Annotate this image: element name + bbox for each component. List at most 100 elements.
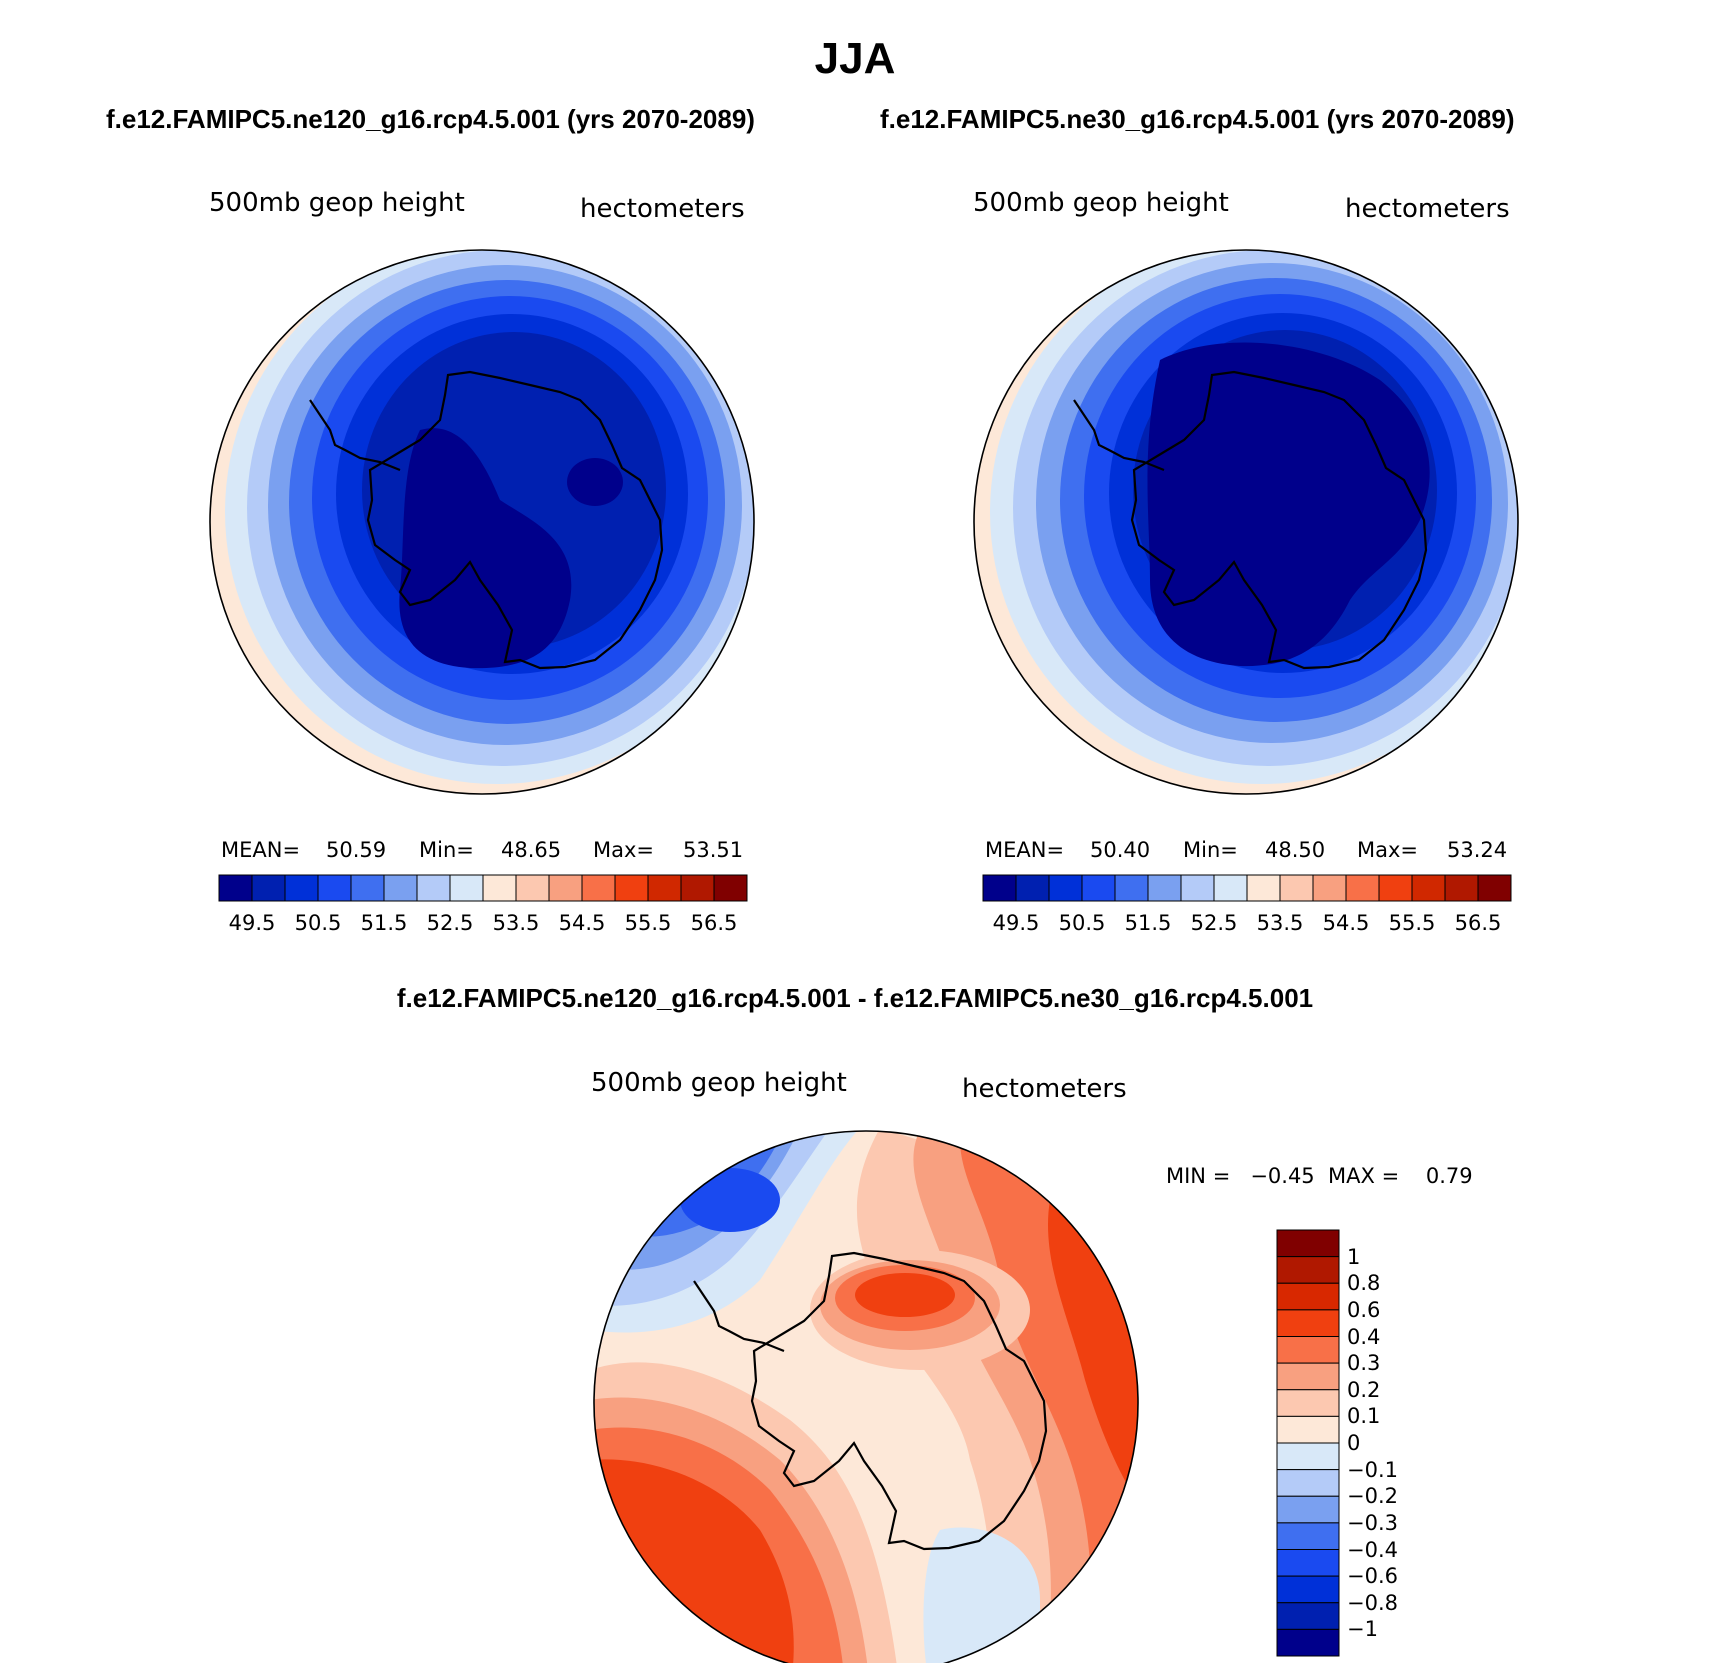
colorbar-swatch (1180, 874, 1215, 902)
units-label-left: hectometers (580, 194, 745, 224)
variable-label-diff: 500mb geop height (591, 1068, 847, 1098)
colorbar-tick-label: 0.3 (1347, 1351, 1381, 1376)
colorbar-swatch (1276, 1522, 1340, 1550)
mean-value-left: 50.59 (326, 838, 387, 862)
colorbar-swatch (416, 874, 451, 902)
min-label-left: Min= (419, 838, 474, 862)
colorbar-swatch (383, 874, 418, 902)
colorbar-swatch (1276, 1469, 1340, 1497)
max-label-left: Max= (593, 838, 655, 862)
contour-fill-right (974, 250, 1518, 794)
colorbar-swatch (317, 874, 352, 902)
contour-fill-left (210, 250, 754, 794)
colorbar-swatch (1477, 874, 1512, 902)
colorbar-swatch (1276, 1229, 1340, 1258)
colorbar-tick-label: 53.5 (1256, 911, 1304, 935)
colorbar-tick-label: 53.5 (492, 911, 540, 935)
colorbar-swatch (713, 874, 748, 902)
colorbar-swatch (1276, 1628, 1340, 1657)
colorbar-tick-label: 0.8 (1347, 1271, 1381, 1296)
mean-value-right: 50.40 (1090, 838, 1151, 862)
colorbar-swatch (1276, 1602, 1340, 1630)
colorbar-tick-label: −0.1 (1347, 1457, 1398, 1482)
colorbar-tick-label: 49.5 (992, 911, 1040, 935)
min-value-left: 48.65 (501, 838, 562, 862)
colorbar-swatch (284, 874, 319, 902)
mean-label-left: MEAN= (221, 838, 301, 862)
colorbar-swatch (218, 874, 253, 902)
colorbar-swatch (1276, 1256, 1340, 1284)
colorbar-tick-label: 50.5 (294, 911, 342, 935)
minmax-diff: MIN = −0.45 MAX = 0.79 (1166, 1164, 1473, 1188)
colorbar-tick-label: −0.3 (1347, 1510, 1398, 1535)
colorbar-swatch (647, 874, 682, 902)
colorbar-swatch (449, 874, 484, 902)
colorbar-tick-label: 56.5 (690, 911, 738, 935)
colorbar-swatch (982, 874, 1017, 902)
colorbar-tick-label: 55.5 (1388, 911, 1436, 935)
colorbar-tick-label: 54.5 (558, 911, 606, 935)
colorbar-tick-label: −0.2 (1347, 1484, 1398, 1509)
colorbar-tick-label: 54.5 (1322, 911, 1370, 935)
colorbar-tick-label: 1 (1347, 1244, 1361, 1269)
colorbar-tick-label: 55.5 (624, 911, 672, 935)
colorbar-tick-label: −1 (1347, 1617, 1378, 1642)
colorbar-tick-label: −0.4 (1347, 1537, 1398, 1562)
colorbar-swatch (1276, 1415, 1340, 1444)
colorbar-swatch (1279, 874, 1314, 902)
colorbar-swatch (680, 874, 715, 902)
colorbar-swatch (1276, 1549, 1340, 1577)
min-label-right: Min= (1183, 838, 1238, 862)
colorbar-tick-label: −0.8 (1347, 1590, 1398, 1615)
colorbar-tick-label: 52.5 (1190, 911, 1238, 935)
min-value-right: 48.50 (1265, 838, 1326, 862)
colorbar-swatch (1276, 1442, 1340, 1471)
colorbar-tick-label: 0.4 (1347, 1324, 1381, 1349)
colorbar-left (218, 874, 748, 902)
colorbar-tick-label: 56.5 (1454, 911, 1502, 935)
colorbar-swatch (1276, 1336, 1340, 1364)
max-value-left: 53.51 (683, 838, 744, 862)
colorbar-swatch (1015, 874, 1050, 902)
colorbar-swatch (1276, 1362, 1340, 1391)
colorbar-swatch (1276, 1282, 1340, 1311)
units-label-diff: hectometers (962, 1074, 1127, 1104)
colorbar-swatch (1276, 1309, 1340, 1337)
colorbar-swatch (1276, 1575, 1340, 1604)
variable-label-right: 500mb geop height (973, 188, 1229, 218)
max-value-right: 53.24 (1447, 838, 1508, 862)
colorbar-swatch (1081, 874, 1116, 902)
colorbar-tick-label: 0.2 (1347, 1377, 1381, 1402)
mean-label-right: MEAN= (985, 838, 1065, 862)
figure-title: JJA (814, 34, 896, 83)
subtitle-left: f.e12.FAMIPC5.ne120_g16.rcp4.5.001 (yrs … (106, 104, 755, 134)
colorbar-tick-label: 0.6 (1347, 1297, 1381, 1322)
units-label-right: hectometers (1345, 194, 1510, 224)
colorbar-swatch (1147, 874, 1182, 902)
subtitle-right: f.e12.FAMIPC5.ne30_g16.rcp4.5.001 (yrs 2… (880, 104, 1515, 134)
max-label-right: Max= (1357, 838, 1419, 862)
contour-fill-diff (594, 1131, 1138, 1663)
colorbar-tick-label: −0.6 (1347, 1564, 1398, 1589)
colorbar-swatch (1276, 1389, 1340, 1417)
colorbar-swatch (1411, 874, 1446, 902)
colorbar-tick-label: 50.5 (1058, 911, 1106, 935)
colorbar-swatch (1312, 874, 1347, 902)
colorbar-tick-label: 51.5 (360, 911, 408, 935)
colorbar-swatch (482, 874, 517, 902)
colorbar-swatch (1114, 874, 1149, 902)
colorbar-right (982, 874, 1512, 902)
colorbar-tick-label: 0 (1347, 1431, 1361, 1455)
colorbar-swatch (1378, 874, 1413, 902)
colorbar-tick-label: 52.5 (426, 911, 474, 935)
colorbar-swatch (1276, 1495, 1340, 1524)
colorbar-swatch (1213, 874, 1248, 902)
variable-label-left: 500mb geop height (209, 188, 465, 218)
colorbar-diff (1276, 1229, 1340, 1657)
colorbar-tick-label: 51.5 (1124, 911, 1172, 935)
colorbar-tick-label: 49.5 (228, 911, 276, 935)
subtitle-diff: f.e12.FAMIPC5.ne120_g16.rcp4.5.001 - f.e… (396, 983, 1314, 1013)
